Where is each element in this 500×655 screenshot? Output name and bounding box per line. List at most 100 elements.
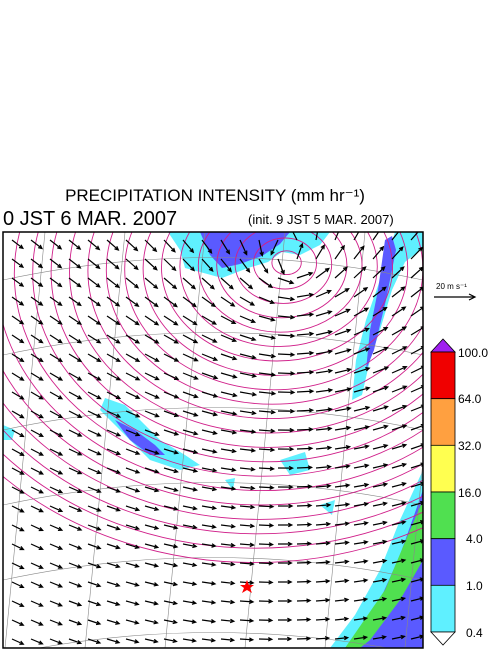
wind-arrow	[125, 277, 140, 289]
wind-arrow	[182, 638, 197, 643]
wind-arrow	[410, 615, 423, 621]
wind-arrow	[163, 486, 179, 492]
colorbar-label: 100.0	[458, 346, 488, 360]
wind-arrow	[201, 637, 217, 643]
wind-arrow	[87, 448, 102, 456]
wind-arrow	[182, 353, 199, 362]
wind-arrow	[334, 502, 351, 507]
wind-arrow	[315, 502, 332, 508]
wind-arrow	[372, 443, 389, 450]
wind-arrow	[277, 408, 296, 414]
wind-arrow	[334, 597, 350, 603]
wind-arrow	[49, 448, 64, 456]
wind-arrow	[11, 448, 25, 456]
wind-arrow	[144, 334, 160, 344]
wind-arrow	[201, 315, 217, 325]
wind-arrow	[277, 579, 293, 585]
wind-arrow	[277, 371, 296, 376]
wind-arrow	[11, 581, 25, 588]
wind-arrow	[11, 619, 25, 626]
wind-arrow	[106, 600, 121, 606]
wind-arrow	[125, 600, 140, 606]
colorbar-segment	[430, 398, 456, 446]
wind-arrow	[87, 524, 102, 531]
wind-arrow	[106, 334, 121, 344]
wind-arrow	[30, 524, 44, 532]
wind-arrow	[11, 258, 25, 269]
wind-arrow	[353, 559, 369, 564]
wind-arrow	[144, 543, 160, 549]
wind-arrow	[315, 578, 331, 584]
wind-arrow	[315, 426, 333, 431]
wind-arrow	[144, 600, 159, 606]
wind-arrow	[182, 619, 198, 624]
wind-arrow	[125, 315, 140, 326]
wind-arrow	[163, 429, 180, 436]
isobar	[197, 232, 363, 333]
wind-arrow	[372, 266, 386, 279]
latitude-line	[3, 332, 423, 356]
wind-arrow	[49, 467, 64, 475]
wind-arrow	[30, 353, 44, 363]
wind-arrow	[239, 542, 255, 548]
wind-arrow	[30, 505, 44, 513]
wind-arrow	[144, 467, 160, 474]
wind-arrow	[87, 429, 102, 437]
wind-arrow	[391, 424, 408, 431]
wind-arrow	[125, 334, 141, 344]
wind-arrow	[68, 258, 82, 269]
wind-arrow	[353, 386, 371, 393]
wind-arrow	[372, 327, 389, 336]
wind-arrow	[87, 258, 101, 270]
wind-arrow	[144, 638, 159, 644]
wind-arrow	[144, 258, 158, 271]
wind-arrow	[68, 581, 83, 588]
wind-arrow	[182, 296, 197, 308]
wind-arrow	[292, 232, 298, 241]
wind-arrow	[201, 524, 217, 529]
wind-arrow	[49, 619, 63, 626]
wind-arrow	[163, 239, 176, 253]
wind-arrow	[391, 232, 400, 241]
isobar	[271, 250, 302, 276]
wind-arrow	[391, 615, 406, 621]
wind-arrow	[125, 391, 141, 399]
wind-arrow	[220, 580, 236, 586]
wind-arrow	[201, 277, 215, 290]
wind-arrow	[372, 577, 388, 583]
wind-arrow	[68, 448, 83, 456]
colorbar-label: 16.0	[458, 486, 482, 500]
wind-arrow	[334, 328, 352, 336]
wind-arrow	[296, 292, 315, 298]
wind-arrow	[182, 258, 196, 272]
wind-arrow	[49, 638, 63, 645]
wind-arrow	[239, 372, 258, 378]
wind-arrow	[372, 366, 390, 374]
wind-arrow	[106, 619, 121, 625]
wind-arrow	[49, 562, 64, 569]
wind-arrow	[334, 387, 353, 393]
wind-arrow	[106, 581, 121, 588]
wind-arrow	[11, 543, 25, 551]
wind-arrow	[296, 503, 313, 508]
wind-arrow	[239, 637, 255, 642]
wind-arrow	[87, 562, 102, 569]
wind-arrow	[220, 467, 237, 472]
wind-arrow	[258, 599, 274, 604]
latitude-line	[37, 632, 389, 648]
wind-arrow	[315, 597, 331, 603]
wind-arrow	[201, 296, 217, 308]
wind-arrow	[239, 523, 256, 529]
wind-arrow	[49, 410, 64, 419]
isobar	[216, 232, 348, 319]
wind-arrow	[410, 232, 419, 241]
wind-arrow	[391, 443, 408, 450]
wind-arrow	[182, 277, 197, 290]
wind-arrow	[296, 242, 304, 260]
wind-arrow	[258, 258, 269, 274]
wind-arrow	[296, 560, 312, 565]
wind-arrow	[201, 505, 218, 511]
wind-arrow	[144, 372, 160, 381]
wind-arrow	[125, 353, 141, 362]
wind-arrow	[353, 327, 370, 336]
